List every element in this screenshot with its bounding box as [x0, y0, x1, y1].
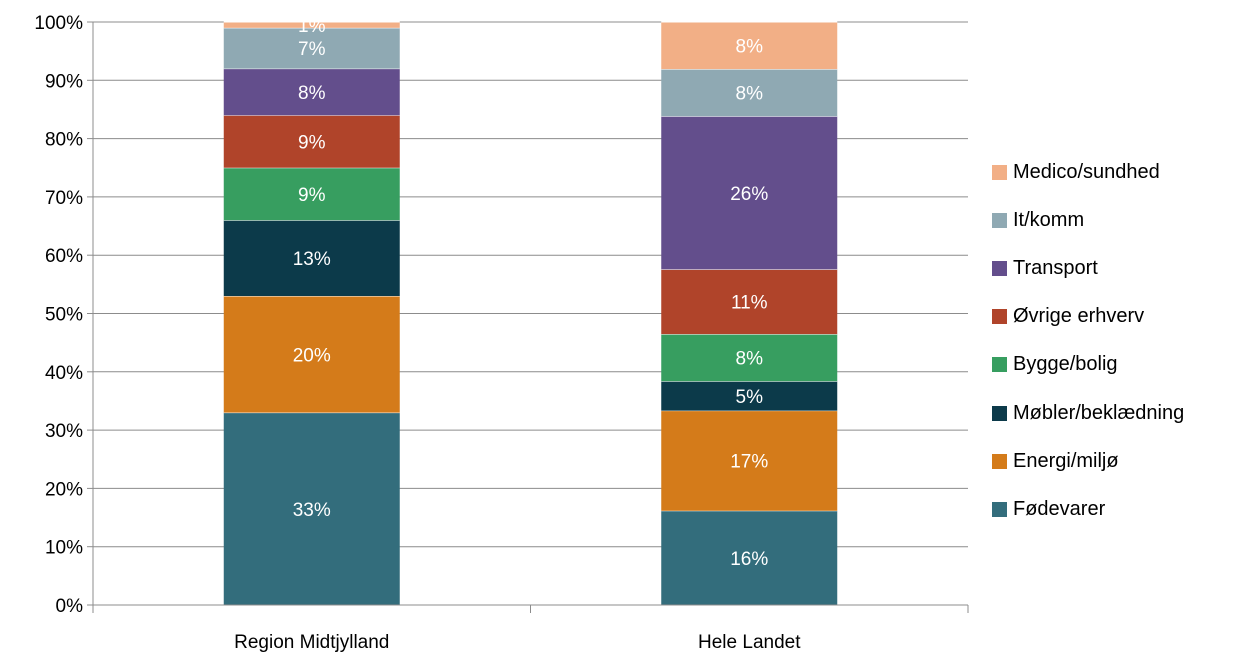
y-tick-label: 100%: [34, 13, 83, 34]
data-label: 9%: [298, 185, 326, 206]
bar-segment: [661, 334, 838, 382]
data-label: 8%: [298, 83, 326, 104]
legend-label: Transport: [1013, 256, 1098, 279]
legend-label: It/komm: [1013, 208, 1085, 231]
bar-segment: [223, 412, 400, 605]
bar-segment: [661, 410, 838, 511]
legend-swatch: [992, 453, 1007, 469]
bar-segment: [661, 269, 838, 335]
legend-label: Bygge/bolig: [1013, 353, 1118, 376]
bar-segment: [223, 167, 400, 221]
data-label: 13%: [293, 249, 331, 270]
data-label: 16%: [730, 549, 768, 570]
legend-swatch: [992, 260, 1007, 276]
bar-segment: [223, 22, 400, 28]
data-label: 8%: [736, 84, 764, 105]
data-label: 8%: [736, 37, 764, 58]
bar-segment: [223, 115, 400, 168]
legend-item: Transport: [992, 244, 1184, 292]
y-tick-label: 30%: [45, 421, 83, 442]
legend-item: Møbler/beklædning: [992, 389, 1184, 437]
data-label: 8%: [736, 349, 764, 370]
bar-segment: [661, 69, 838, 117]
legend-label: Møbler/beklædning: [1013, 401, 1185, 424]
legend-swatch: [992, 357, 1007, 373]
legend-label: Øvrige erhverv: [1013, 305, 1145, 328]
legend-label: Medico/sundhed: [1013, 160, 1160, 183]
data-label: 7%: [298, 39, 326, 60]
y-tick-label: 60%: [45, 246, 83, 267]
data-label: 1%: [298, 16, 326, 37]
y-tick-label: 70%: [45, 188, 83, 209]
y-tick-label: 50%: [45, 305, 83, 326]
bar-segment: [223, 296, 400, 413]
data-label: 11%: [731, 293, 768, 314]
bar-segment: [661, 381, 838, 411]
legend-item: It/komm: [992, 196, 1184, 244]
legend-item: Medico/sundhed: [992, 148, 1184, 196]
x-category-label: Hele Landet: [698, 632, 801, 653]
x-category-label: Region Midtjylland: [234, 632, 389, 653]
y-tick-label: 80%: [45, 130, 83, 151]
legend-item: Bygge/bolig: [992, 341, 1184, 389]
data-label: 20%: [293, 345, 331, 366]
legend-item: Øvrige erhverv: [992, 293, 1184, 341]
legend: Medico/sundhed It/komm Transport Øvrige erh…: [992, 148, 1184, 534]
legend-swatch: [992, 501, 1007, 517]
legend-label: Fødevarer: [1013, 497, 1106, 520]
y-tick-label: 20%: [45, 479, 83, 500]
data-label: 9%: [298, 133, 326, 154]
legend-swatch: [992, 309, 1007, 325]
y-tick-label: 90%: [45, 71, 83, 92]
data-label: 17%: [730, 452, 768, 473]
bar-segment: [223, 27, 400, 69]
legend-swatch: [992, 164, 1007, 180]
y-tick-label: 10%: [45, 538, 83, 559]
y-tick-label: 0%: [56, 596, 84, 617]
bar-segment: [223, 68, 400, 116]
legend-item: Fødevarer: [992, 485, 1184, 533]
data-label: 33%: [293, 500, 331, 521]
data-label: 5%: [736, 387, 764, 408]
legend-swatch: [992, 212, 1007, 228]
bar-segment: [661, 510, 838, 605]
legend-swatch: [992, 405, 1007, 421]
y-tick-label: 40%: [45, 363, 83, 384]
legend-label: Energi/miljø: [1013, 449, 1119, 472]
data-label: 26%: [730, 184, 768, 205]
bar-segment: [223, 220, 400, 297]
legend-item: Energi/miljø: [992, 437, 1184, 485]
bar-segment: [661, 116, 838, 270]
bar-segment: [661, 22, 838, 70]
